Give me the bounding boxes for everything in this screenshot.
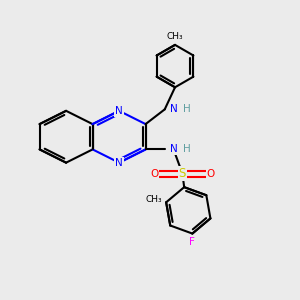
Text: H: H	[183, 104, 191, 114]
Text: N: N	[170, 104, 178, 114]
Text: O: O	[150, 169, 158, 178]
Text: S: S	[179, 167, 186, 180]
Text: CH₃: CH₃	[146, 195, 162, 204]
Text: F: F	[189, 237, 195, 248]
Text: N: N	[115, 158, 123, 168]
Text: H: H	[183, 144, 191, 154]
Text: N: N	[170, 144, 178, 154]
Text: CH₃: CH₃	[167, 32, 183, 41]
Text: N: N	[115, 106, 123, 116]
Text: O: O	[206, 169, 214, 178]
